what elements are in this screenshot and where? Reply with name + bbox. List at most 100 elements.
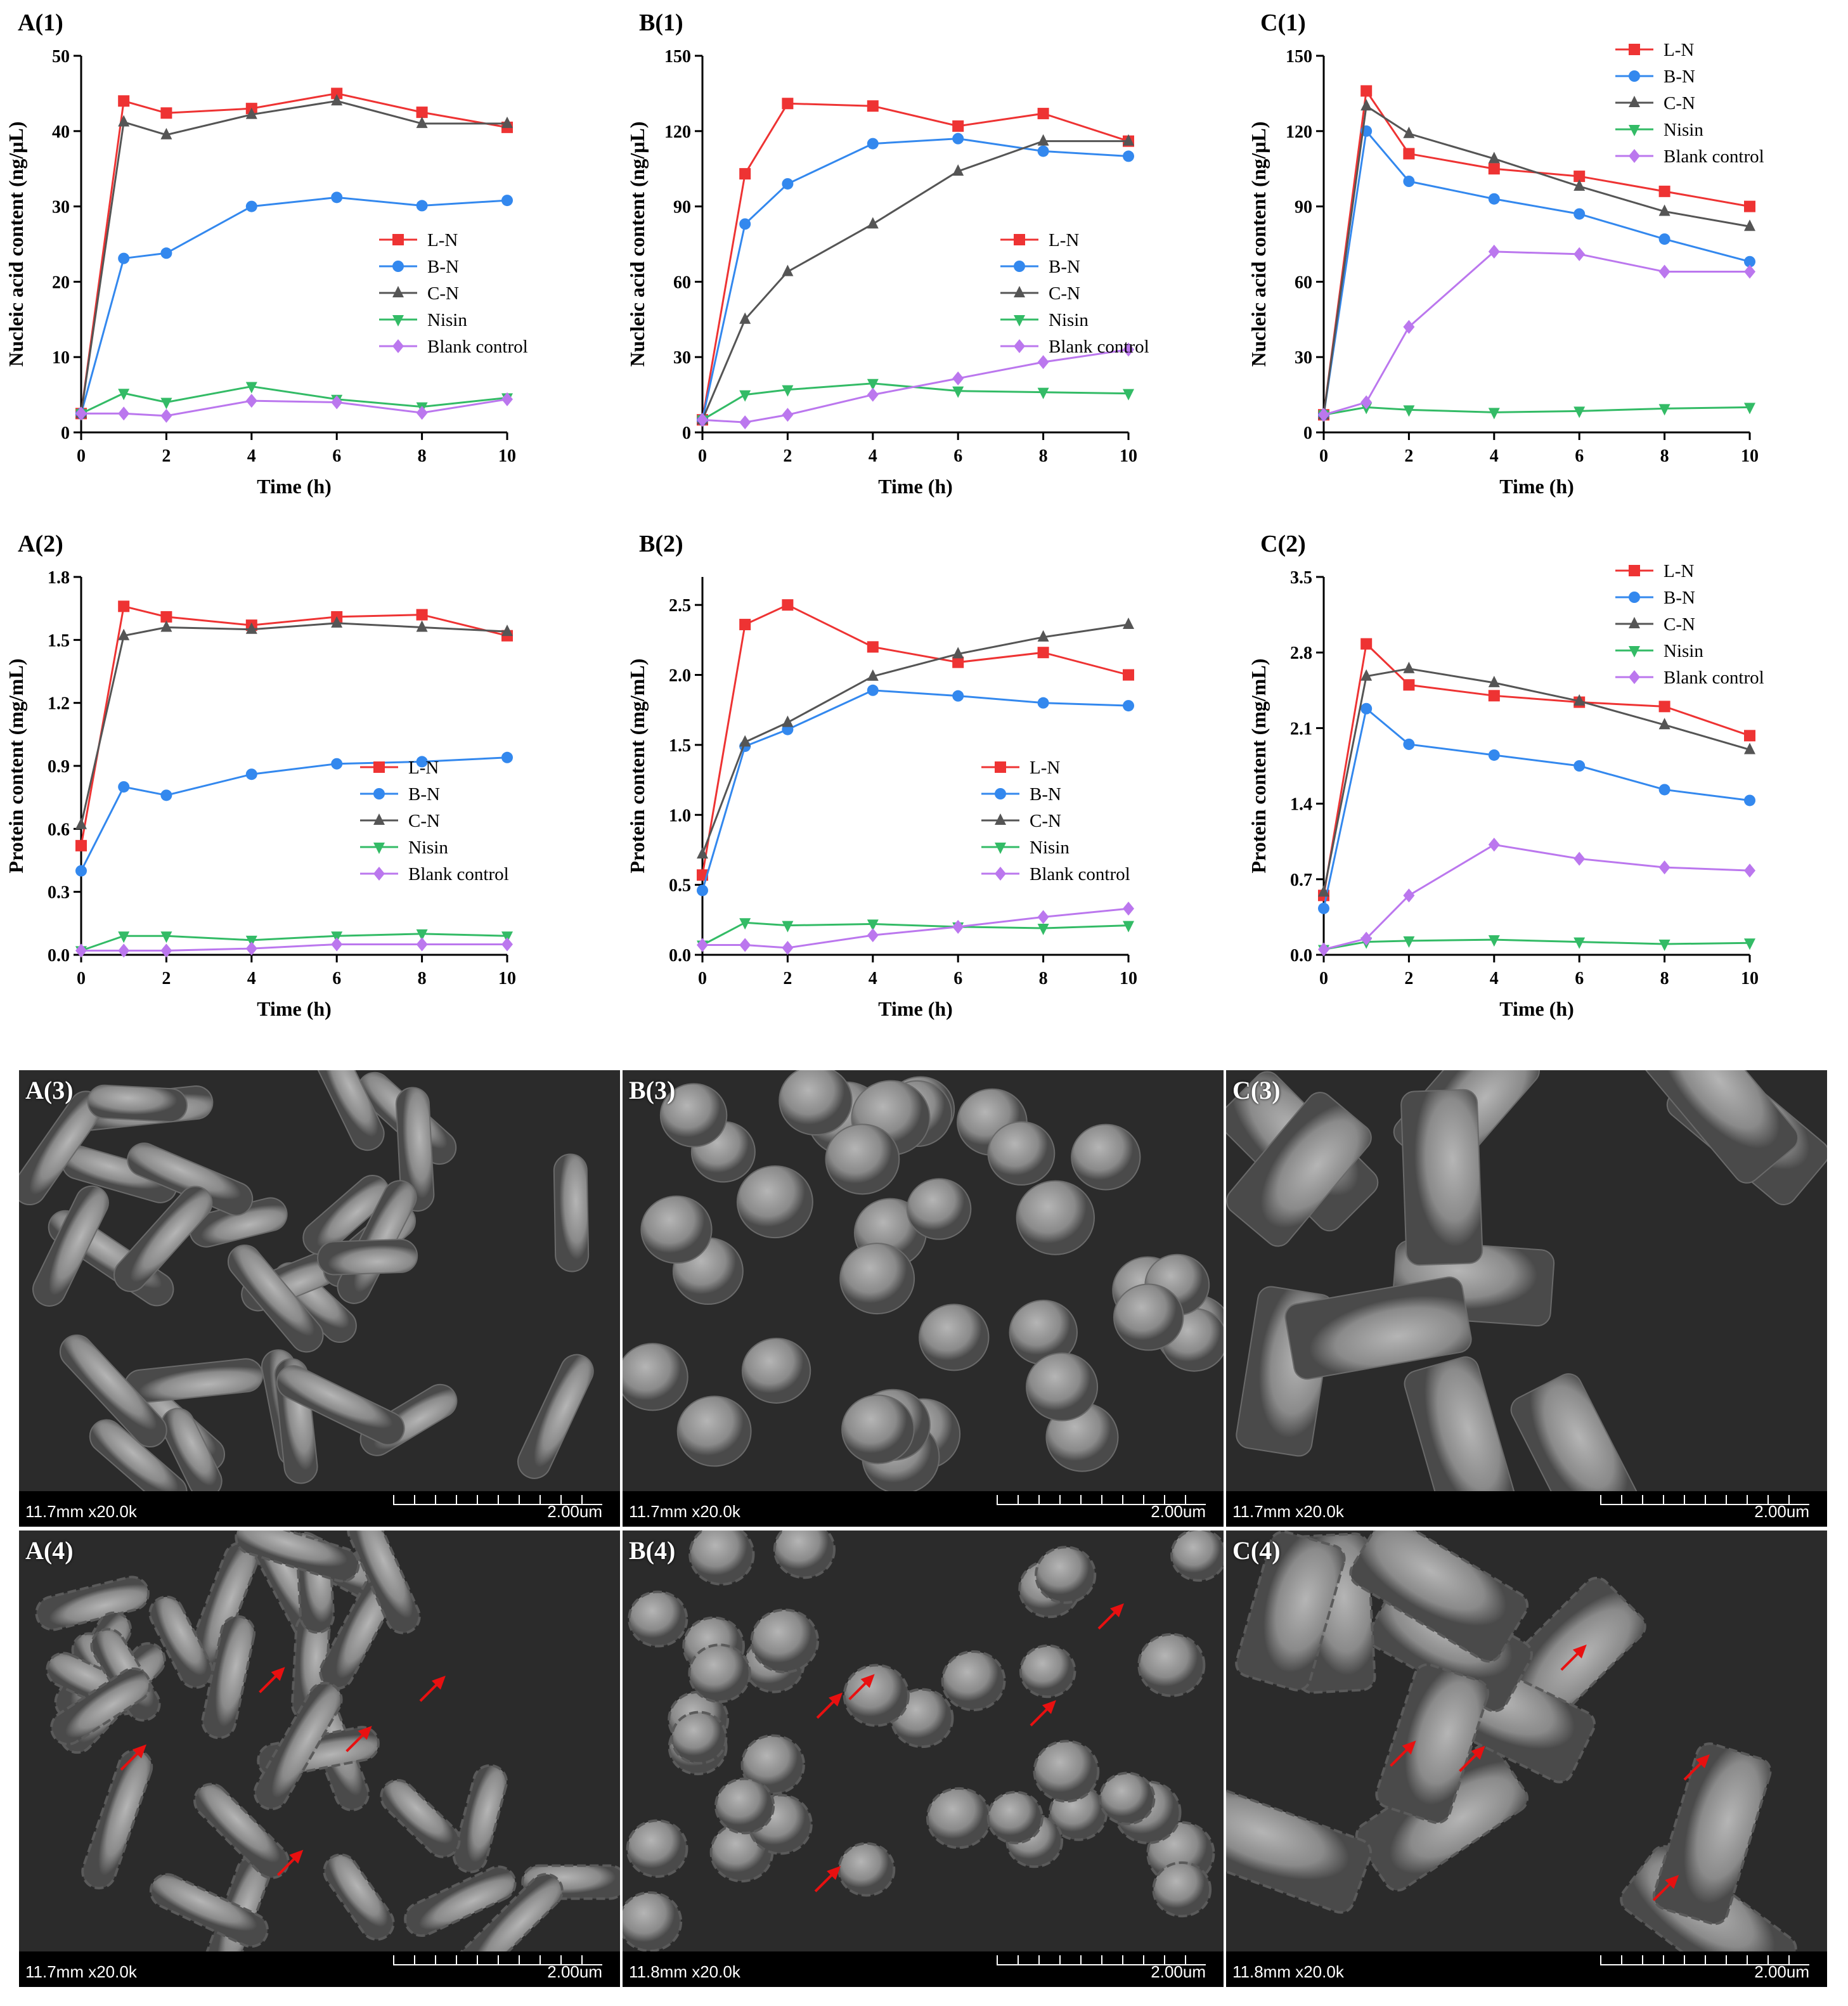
bacterial-cell	[316, 1070, 385, 1151]
chart-B2: B(2) 0 2 4 6 8 10 0.0 0.5 1.0 1.5 2.0 2.5 Time (h) Pro…	[626, 531, 1137, 1020]
data-point	[739, 938, 751, 952]
bacterial-cell	[986, 1790, 1044, 1844]
data-point	[867, 928, 879, 943]
bacterial-cell	[149, 1873, 269, 1948]
x-tick-label: 2	[783, 969, 792, 988]
data-point	[697, 884, 708, 896]
series-line	[701, 140, 1128, 420]
legend-marker	[373, 788, 385, 799]
data-point	[416, 756, 428, 768]
data-point	[952, 120, 964, 132]
x-tick-label: 4	[1490, 446, 1499, 466]
sem-image	[1226, 1070, 1827, 1491]
data-point	[1573, 171, 1586, 183]
x-tick-label: 0	[1319, 969, 1328, 988]
bacterial-cell	[32, 1185, 109, 1307]
bacterial-cell	[35, 1576, 150, 1631]
legend-entry: B-N	[1049, 257, 1080, 277]
data-point	[1488, 193, 1500, 205]
x-tick-label: 6	[1575, 446, 1584, 466]
bacterial-cell	[1375, 1663, 1490, 1824]
data-point	[952, 919, 964, 934]
x-tick-label: 8	[418, 446, 427, 466]
panel-label: C(2)	[1260, 531, 1306, 557]
x-tick-label: 0	[1319, 446, 1328, 466]
y-tick-label: 3.5	[1290, 568, 1312, 588]
sem-panel-c3: C(3) 11.7mm x20.0k 2.00um	[1226, 1070, 1827, 1527]
legend: L-N B-N C-N Nisin Blank control	[379, 230, 528, 357]
data-point	[245, 942, 257, 956]
scale-bar	[997, 1495, 1206, 1505]
data-point	[867, 669, 879, 681]
y-tick-label: 2.0	[669, 666, 691, 686]
bacterial-cell	[926, 1787, 992, 1849]
sem-image	[623, 1530, 1224, 1951]
data-point	[118, 252, 130, 264]
data-point	[245, 622, 257, 634]
y-tick-label: 0	[1303, 424, 1312, 443]
data-point	[1403, 661, 1415, 673]
y-tick-label: 1.2	[48, 694, 70, 714]
bacterial-cell	[1226, 1092, 1372, 1247]
data-point	[245, 107, 257, 119]
bacterial-cell	[1033, 1740, 1100, 1803]
scale-bar	[1600, 1955, 1809, 1965]
data-point	[1573, 851, 1586, 866]
data-point	[245, 200, 257, 212]
data-point	[416, 620, 428, 632]
data-point	[118, 931, 130, 943]
series-blank-control	[697, 342, 1134, 430]
data-point	[1488, 163, 1500, 175]
series-line	[701, 138, 1129, 420]
sem-panel-label: A(3)	[25, 1076, 74, 1104]
data-point	[1037, 355, 1049, 370]
sem-magnification-text: 11.7mm x20.0k	[25, 1962, 137, 1981]
data-point	[1744, 730, 1755, 742]
data-point	[1403, 679, 1415, 691]
data-point	[782, 715, 794, 727]
data-point	[1573, 208, 1586, 220]
x-tick-label: 8	[1039, 446, 1048, 466]
series-c-n	[697, 618, 1134, 859]
data-point	[1123, 921, 1134, 933]
data-point	[1658, 718, 1670, 730]
legend-marker	[1014, 339, 1025, 353]
legend-entry: L-N	[427, 230, 458, 250]
data-point	[1573, 406, 1586, 418]
series-line	[701, 604, 1129, 876]
sem-panel-label: C(3)	[1232, 1076, 1281, 1104]
x-tick-label: 10	[498, 446, 516, 466]
legend-entry: B-N	[1664, 588, 1695, 608]
y-tick-label: 1.8	[48, 568, 70, 588]
bacterial-cell	[750, 1608, 819, 1674]
x-axis-label: Time (h)	[1499, 997, 1574, 1020]
bacterial-cell	[839, 1243, 915, 1315]
legend-marker	[995, 761, 1006, 773]
data-point	[501, 195, 513, 207]
y-tick-label: 50	[52, 47, 70, 67]
scale-bar	[1600, 1495, 1809, 1505]
data-point	[1360, 702, 1373, 715]
bacterial-cell	[1099, 1771, 1156, 1825]
y-tick-label: 1.4	[1290, 795, 1312, 815]
y-tick-label: 30	[52, 198, 70, 217]
data-point	[160, 943, 172, 958]
panel-label: A(2)	[18, 531, 63, 557]
data-point	[1573, 694, 1586, 706]
data-point	[1037, 647, 1049, 659]
data-point	[118, 628, 130, 640]
bacterial-cell	[906, 1178, 972, 1240]
data-point	[952, 133, 964, 145]
bacterial-cell	[276, 1365, 405, 1446]
data-point	[118, 600, 130, 612]
legend-entry: B-N	[427, 257, 459, 277]
data-point	[1037, 134, 1049, 146]
bacterial-cell	[59, 1334, 167, 1447]
x-tick-label: 10	[1120, 446, 1137, 466]
data-point	[1744, 742, 1755, 754]
data-point	[1658, 264, 1670, 279]
series-line	[702, 382, 1129, 421]
legend-marker	[995, 843, 1006, 854]
data-point	[952, 386, 964, 398]
bacterial-cell	[124, 1358, 264, 1404]
